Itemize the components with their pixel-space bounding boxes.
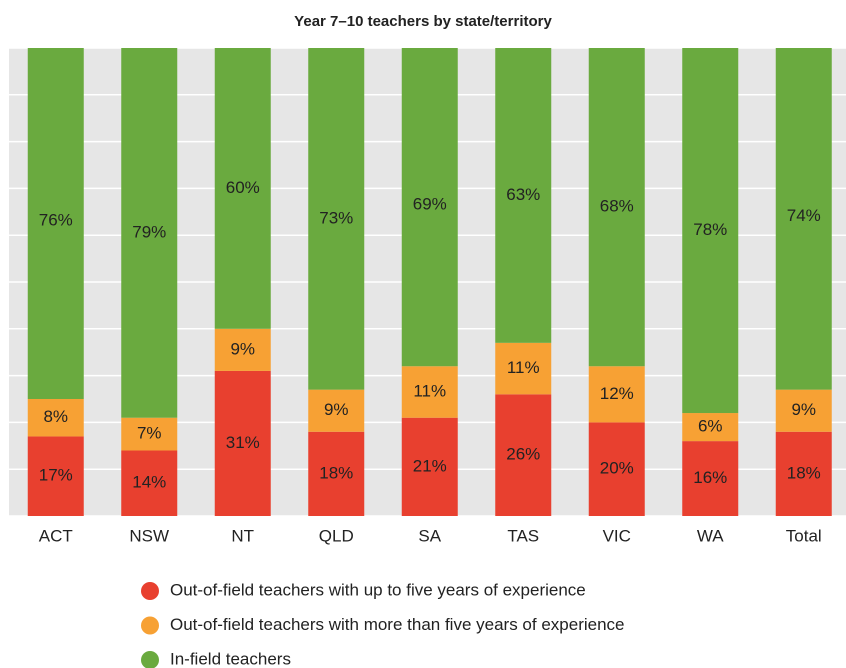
bar-segment <box>308 431 365 516</box>
data-label: 11% <box>507 358 540 377</box>
x-tick-label: QLD <box>319 526 354 545</box>
data-label: 18% <box>319 463 353 482</box>
bar-segment <box>27 48 84 399</box>
bar-segment <box>27 399 84 437</box>
bar-segment <box>121 417 178 451</box>
chart-title: Year 7–10 teachers by state/territory <box>294 13 552 30</box>
bar-segment <box>775 431 832 516</box>
data-label: 73% <box>319 208 353 227</box>
data-label: 17% <box>39 466 73 485</box>
bar-segment <box>121 450 178 516</box>
x-tick-label: VIC <box>603 526 631 545</box>
bar-segment <box>682 441 739 516</box>
x-tick-label: TAS <box>507 526 539 545</box>
bar-segment <box>214 328 271 371</box>
x-tick-label: WA <box>697 526 724 545</box>
bar-segment <box>214 48 271 329</box>
bar-segment <box>27 436 84 516</box>
data-label: 79% <box>132 222 166 241</box>
legend-label: Out-of-field teachers with more than fiv… <box>170 615 625 634</box>
data-label: 21% <box>413 456 447 475</box>
x-tick-label: NT <box>231 526 254 545</box>
data-label: 60% <box>226 178 260 197</box>
data-label: 12% <box>600 384 634 403</box>
bar-segment <box>308 389 365 432</box>
x-tick-label: NSW <box>129 526 169 545</box>
data-label: 9% <box>324 400 349 419</box>
data-label: 69% <box>413 194 447 213</box>
bar-segment <box>121 48 178 418</box>
bar-segment <box>588 422 645 516</box>
bar-segment <box>401 48 458 367</box>
x-tick-label: Total <box>786 526 822 545</box>
bar-segment <box>495 394 552 516</box>
bar-segment <box>495 342 552 395</box>
data-label: 76% <box>39 211 73 230</box>
data-label: 6% <box>698 417 723 436</box>
data-label: 9% <box>230 339 255 358</box>
bar-segment <box>588 366 645 423</box>
data-label: 20% <box>600 459 634 478</box>
x-tick-label: SA <box>418 526 441 545</box>
data-label: 31% <box>226 433 260 452</box>
legend-label: In-field teachers <box>170 649 291 668</box>
data-label: 11% <box>413 381 446 400</box>
legend-label: Out-of-field teachers with up to five ye… <box>170 580 586 599</box>
legend-swatch <box>141 651 159 668</box>
bar-segment <box>775 389 832 432</box>
data-label: 63% <box>506 185 540 204</box>
x-tick-label: ACT <box>39 526 73 545</box>
bar-segment <box>214 370 271 516</box>
bar-segment <box>682 413 739 442</box>
data-label: 74% <box>787 206 821 225</box>
bar-segment <box>401 417 458 516</box>
data-label: 9% <box>791 400 816 419</box>
data-label: 14% <box>132 473 166 492</box>
bar-segment <box>588 48 645 367</box>
bar-segment <box>308 48 365 390</box>
data-label: 16% <box>693 468 727 487</box>
bar-segment <box>682 48 739 414</box>
legend-swatch <box>141 582 159 600</box>
bar-segment <box>495 48 552 343</box>
data-label: 7% <box>137 424 162 443</box>
data-label: 18% <box>787 463 821 482</box>
bar-segment <box>775 48 832 390</box>
data-label: 26% <box>506 445 540 464</box>
legend-swatch <box>141 616 159 635</box>
data-label: 68% <box>600 197 634 216</box>
bar-segment <box>401 366 458 418</box>
data-label: 78% <box>693 220 727 239</box>
data-label: 8% <box>43 407 68 426</box>
plot <box>9 48 846 516</box>
